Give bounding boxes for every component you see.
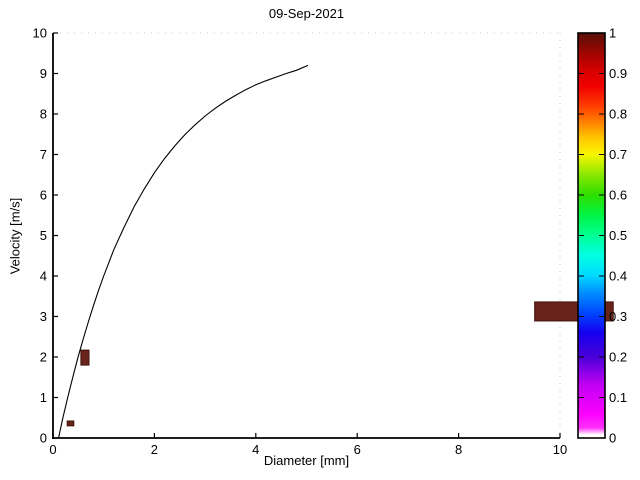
y-tick-label: 7: [40, 147, 47, 162]
spectrum-cell: [66, 420, 75, 427]
y-tick-label: 2: [40, 350, 47, 365]
y-tick-label: 0: [40, 431, 47, 446]
colorbar-tick-label: 0.4: [609, 269, 627, 284]
y-axis-label: Velocity [m/s]: [7, 197, 23, 275]
colorbar-tick-label: 0.9: [609, 66, 627, 81]
x-tick-label: 0: [49, 442, 56, 457]
x-tick-label: 6: [354, 442, 361, 457]
colorbar-tick-label: 0: [609, 431, 616, 446]
colorbar-tick-label: 0.8: [609, 107, 627, 122]
axes-lines-ticks: [52, 32, 561, 439]
spectrum-cells: [66, 301, 614, 427]
y-tick-label: 5: [40, 228, 47, 243]
chart-title: 09-Sep-2021: [268, 6, 345, 21]
y-tick-label: 1: [40, 390, 47, 405]
colorbar-tick-label: 1: [609, 26, 616, 41]
x-tick-label: 4: [252, 442, 259, 457]
spectrum-cell: [80, 349, 90, 366]
colorbar-tick-label: 0.7: [609, 147, 627, 162]
x-axis-label: Diameter [mm]: [263, 453, 350, 468]
y-tick-label: 10: [33, 26, 47, 41]
x-tick-label: 8: [455, 442, 462, 457]
x-tick-label: 2: [151, 442, 158, 457]
y-tick-label: 4: [40, 269, 47, 284]
colorbar: 0 0.1 0.2 0.3 0.4 0.5 0.6 0.7 0.8 0.9 1: [577, 26, 627, 446]
colorbar-tick-label: 0.5: [609, 228, 627, 243]
velocity-curve-path: [58, 64, 309, 438]
velocity-curve: [58, 64, 309, 438]
tick-labels: 0 2 4 6 8 10 0 1 2 3 4 5 6 7 8 9 10: [33, 26, 568, 458]
colorbar-tick-label: 0.6: [609, 188, 627, 203]
colorbar-tick-label: 0.1: [609, 390, 627, 405]
x-tick-label: 10: [553, 442, 567, 457]
y-tick-label: 3: [40, 309, 47, 324]
colorbar-tick-label: 0.3: [609, 309, 627, 324]
y-tick-label: 8: [40, 107, 47, 122]
axes-faint-borders: [53, 32, 561, 438]
y-tick-label: 9: [40, 66, 47, 81]
y-tick-label: 6: [40, 188, 47, 203]
colorbar-tick-label: 0.2: [609, 350, 627, 365]
